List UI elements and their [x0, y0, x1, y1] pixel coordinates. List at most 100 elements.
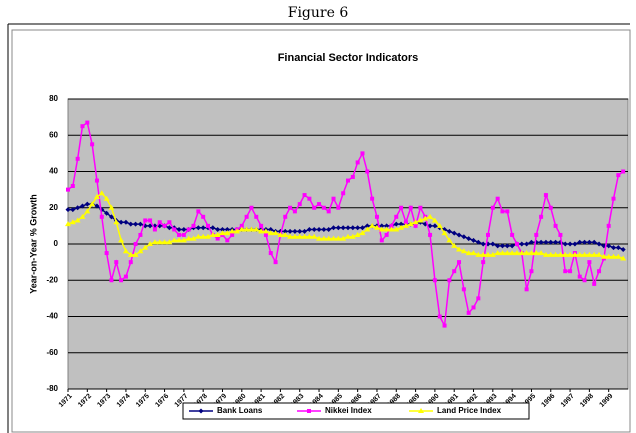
data-point — [176, 227, 182, 232]
data-point — [147, 223, 153, 229]
data-point — [431, 217, 438, 223]
data-point — [143, 218, 148, 223]
data-point — [384, 232, 389, 237]
data-point — [225, 238, 230, 243]
data-point — [167, 220, 172, 225]
data-point — [66, 187, 70, 192]
data-point — [427, 213, 434, 219]
data-point — [171, 237, 178, 243]
data-point — [292, 209, 297, 214]
data-point — [562, 241, 568, 247]
data-point — [591, 251, 598, 257]
data-point — [621, 169, 626, 174]
data-point — [592, 281, 597, 286]
data-point — [510, 232, 515, 237]
data-point — [576, 251, 583, 257]
data-point — [224, 230, 231, 236]
data-point — [132, 251, 139, 257]
data-point — [137, 248, 144, 254]
data-point — [563, 269, 568, 274]
data-point — [539, 214, 544, 219]
data-point — [320, 235, 327, 241]
data-point — [460, 248, 467, 254]
data-point — [422, 215, 429, 221]
data-point — [180, 237, 187, 243]
data-point — [383, 226, 390, 232]
data-point — [267, 230, 274, 236]
data-point — [302, 193, 307, 198]
data-point — [152, 227, 157, 232]
data-point — [518, 250, 525, 256]
data-point — [572, 241, 578, 247]
data-point — [249, 205, 254, 210]
data-point — [302, 228, 308, 234]
legend-marker — [418, 408, 424, 413]
data-point — [533, 250, 540, 256]
data-point — [393, 226, 400, 232]
data-point — [548, 239, 554, 245]
data-point — [398, 224, 405, 230]
data-point — [446, 228, 452, 234]
data-point — [122, 248, 129, 254]
data-point — [331, 196, 336, 201]
data-point — [538, 250, 545, 256]
data-point — [524, 287, 529, 292]
data-point — [301, 233, 308, 239]
data-point — [248, 226, 255, 232]
y-tick-label: 80 — [49, 94, 58, 103]
data-point — [157, 220, 162, 225]
data-point — [402, 222, 409, 228]
data-point — [258, 228, 265, 234]
chart-title: Financial Sector Indicators — [278, 52, 419, 64]
data-point — [224, 227, 230, 232]
data-point — [273, 260, 278, 265]
data-point — [499, 250, 506, 256]
data-point — [113, 219, 120, 225]
data-point — [427, 223, 433, 229]
data-point — [118, 237, 125, 243]
data-point — [79, 203, 85, 209]
data-point — [336, 205, 341, 210]
data-point — [441, 230, 448, 236]
data-point — [215, 227, 221, 232]
data-point — [137, 221, 143, 227]
data-point — [606, 223, 611, 228]
data-point — [176, 237, 183, 243]
data-point — [388, 226, 395, 232]
data-point — [148, 218, 153, 223]
legend-label: Bank Loans — [217, 406, 263, 415]
data-point — [369, 222, 376, 228]
data-point — [340, 235, 347, 241]
data-point — [108, 214, 114, 220]
legend-box — [182, 402, 530, 420]
data-point — [69, 219, 76, 225]
data-point — [558, 232, 563, 237]
data-point — [606, 243, 612, 249]
data-point — [233, 228, 240, 234]
data-point — [311, 233, 318, 239]
data-point — [586, 239, 592, 245]
data-point — [499, 243, 505, 249]
data-point — [287, 228, 293, 234]
data-point — [471, 305, 476, 310]
data-point — [162, 223, 167, 228]
data-point — [238, 226, 245, 232]
data-point — [432, 278, 437, 283]
data-point — [326, 227, 332, 232]
data-point — [330, 235, 337, 241]
data-point — [282, 231, 289, 237]
data-point — [465, 250, 472, 256]
data-point — [74, 217, 81, 223]
data-point — [417, 217, 424, 223]
data-point — [349, 233, 356, 239]
data-point — [557, 251, 564, 257]
data-point — [195, 225, 201, 231]
data-point — [509, 250, 516, 256]
data-point — [513, 250, 520, 256]
data-point — [292, 228, 298, 234]
data-point — [118, 219, 124, 225]
data-point — [413, 223, 418, 228]
data-point — [65, 207, 71, 213]
